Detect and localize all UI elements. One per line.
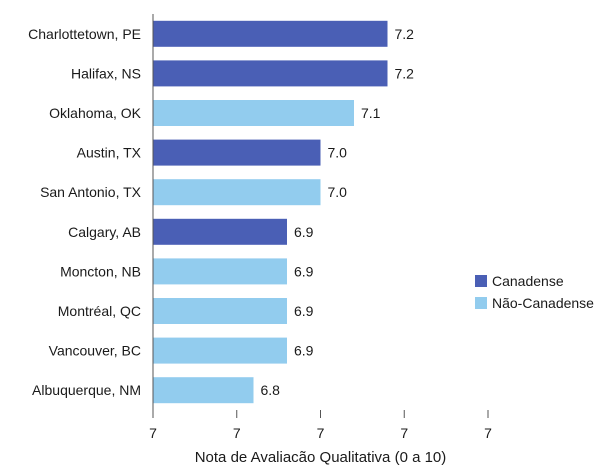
bar (153, 179, 321, 206)
bar (153, 100, 354, 126)
category-label: Albuquerque, NM (32, 382, 141, 398)
x-tick-label: 7 (233, 425, 241, 441)
bar-value-label: 7.0 (328, 184, 348, 200)
bar-value-label: 7.2 (395, 26, 415, 42)
category-label: Charlottetown, PE (28, 26, 141, 42)
category-label: Halifax, NS (71, 65, 141, 81)
x-tick-label: 7 (400, 425, 408, 441)
bar (153, 60, 388, 87)
category-label: Calgary, AB (68, 224, 141, 240)
legend-swatch (475, 275, 487, 287)
x-tick-label: 7 (484, 425, 492, 441)
bar (153, 258, 287, 285)
category-label: Moncton, NB (60, 263, 141, 279)
legend-swatch (475, 297, 487, 309)
legend-label: Não-Canadense (492, 295, 594, 311)
bar-value-label: 6.9 (294, 303, 314, 319)
bar (153, 337, 287, 364)
bar-value-label: 7.2 (395, 65, 415, 81)
category-label: Austin, TX (77, 145, 142, 161)
bar (153, 139, 321, 166)
bar-value-label: 6.9 (294, 343, 314, 359)
bar (153, 218, 287, 245)
x-tick-label: 7 (317, 425, 325, 441)
bar-value-label: 6.9 (294, 263, 314, 279)
bar-value-label: 6.9 (294, 224, 314, 240)
bar-value-label: 7.1 (361, 105, 381, 121)
bar-value-label: 6.8 (261, 382, 281, 398)
bar-value-label: 7.0 (328, 145, 348, 161)
bar (153, 377, 254, 404)
category-label: Montréal, QC (58, 303, 141, 319)
bar (153, 20, 388, 47)
legend-label: Canadense (492, 273, 564, 289)
x-tick-label: 7 (149, 425, 157, 441)
category-label: Vancouver, BC (49, 343, 141, 359)
bar (153, 298, 287, 324)
category-label: Oklahoma, OK (49, 105, 141, 121)
category-label: San Antonio, TX (40, 184, 142, 200)
x-axis-title: Nota de Avaliacão Qualitativa (0 a 10) (195, 449, 447, 466)
